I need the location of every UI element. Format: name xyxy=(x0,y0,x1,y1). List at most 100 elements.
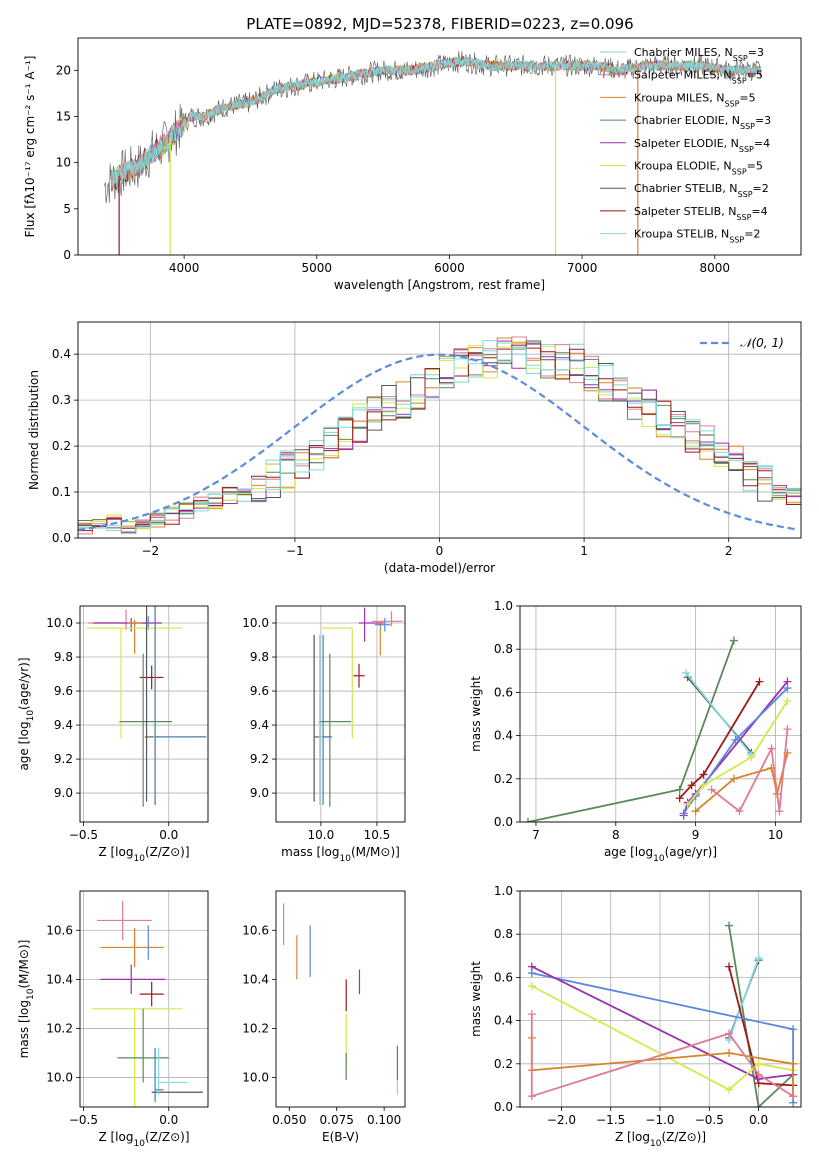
errorbar-point xyxy=(117,1008,169,1083)
weight-marker xyxy=(682,668,691,677)
weight-vs-metallicity-axes: −2.0 −1.5 −1.0 −0.5 0.0 0.0 0.2 0.4 0.6 0.8 1.0 Z [… xyxy=(469,884,802,1149)
y-tick-label: 10.0 xyxy=(46,616,73,630)
weight-marker xyxy=(527,982,536,991)
errorbar-point xyxy=(371,611,403,627)
weight-marker xyxy=(783,684,792,693)
weight-marker xyxy=(767,744,776,753)
errorbar-point xyxy=(318,653,352,807)
errorbar-point xyxy=(153,606,207,805)
errorbar-point xyxy=(359,607,384,642)
y-axis-label: age [log10(age/yr)] xyxy=(17,657,36,770)
legend-label: Kroupa ELODIE, NSSP=5 xyxy=(634,160,763,177)
y-tick-label: 10.6 xyxy=(46,923,73,937)
x-tick-label: −1 xyxy=(286,544,304,558)
legend-label: 𝒩(0, 1) xyxy=(740,336,784,350)
x-tick-label: 7000 xyxy=(567,261,598,275)
weight-marker xyxy=(683,800,692,809)
errorbar-point xyxy=(322,634,333,805)
y-tick-label: 0.2 xyxy=(52,439,71,453)
histogram-series-2 xyxy=(78,337,801,528)
spectrum-axes: 4000 5000 6000 7000 8000 0 5 10 15 20 wavelength [… xyxy=(23,37,802,292)
x-tick-label: 9 xyxy=(692,828,700,842)
weight-marker xyxy=(754,1070,763,1079)
y-tick-label: 9.6 xyxy=(54,684,73,698)
x-axis-label: Z [log10(Z/Z⊙)] xyxy=(615,1130,706,1149)
x-tick-label: 8 xyxy=(612,828,620,842)
weight-marker xyxy=(735,807,744,816)
y-tick-label: 10.4 xyxy=(242,972,269,986)
axes-frame xyxy=(275,890,406,1108)
y-tick-label: 0.8 xyxy=(494,642,513,656)
weight-marker xyxy=(687,781,696,790)
weight-marker xyxy=(755,677,764,686)
y-tick-label: 9.8 xyxy=(250,650,269,664)
y-tick-label: 9.4 xyxy=(54,718,73,732)
weight-marker xyxy=(754,1059,763,1068)
weight-marker xyxy=(707,785,716,794)
normal-curve xyxy=(78,353,799,531)
y-tick-label: 0.6 xyxy=(494,970,513,984)
y-tick-label: 0.2 xyxy=(494,1057,513,1071)
errorbar-point xyxy=(139,981,164,1007)
errorbar-point xyxy=(100,964,166,995)
legend-label: Kroupa STELIB, NSSP=2 xyxy=(634,228,760,245)
weight-marker xyxy=(725,1029,734,1038)
x-tick-label: 0.075 xyxy=(320,1113,354,1127)
mass-vs-ebv-axes: 0.050 0.075 0.100 10.0 10.2 10.4 10.6 E(B-V) xyxy=(242,890,406,1144)
y-tick-label: 1.0 xyxy=(494,884,513,898)
axes-frame xyxy=(79,890,209,1108)
weight-marker xyxy=(754,953,763,962)
x-tick-label: −2.0 xyxy=(547,1113,576,1127)
legend-label: Salpeter MILES, NSSP=5 xyxy=(634,69,763,86)
histogram-series-8 xyxy=(78,340,801,533)
x-tick-label: −1.0 xyxy=(645,1113,674,1127)
axes-frame xyxy=(519,890,802,1108)
x-tick-label: 0.0 xyxy=(749,1113,768,1127)
x-axis-label: mass [log10(M/M⊙)] xyxy=(281,845,400,864)
x-axis-label: E(B-V) xyxy=(322,1130,359,1144)
weight-marker xyxy=(731,735,740,744)
y-axis-label: mass [log10(M/M⊙)] xyxy=(17,940,36,1059)
errorbar-point xyxy=(154,606,207,805)
errorbar-point xyxy=(144,606,207,802)
errorbar-point xyxy=(374,617,391,632)
spectrum-series-0 xyxy=(110,57,762,187)
y-tick-label: 10 xyxy=(56,156,71,170)
y-tick-label: 10.2 xyxy=(46,1021,73,1035)
weight-marker xyxy=(679,809,688,818)
histogram-axes: −2 −1 0 1 2 0.0 0.1 0.2 0.3 0.4 (data-model)/error… xyxy=(27,321,802,575)
weight-marker xyxy=(725,1049,734,1057)
x-axis-label: wavelength [Angstrom, rest frame] xyxy=(334,278,545,292)
plot-area xyxy=(104,51,762,255)
errorbar-point xyxy=(86,627,183,739)
x-tick-label: 2 xyxy=(725,544,733,558)
y-axis-label: mass weight xyxy=(469,961,483,1037)
errorbar-point xyxy=(100,927,164,968)
weight-marker xyxy=(725,921,734,930)
y-tick-label: 0.3 xyxy=(52,393,71,407)
errorbar-point xyxy=(154,1048,164,1103)
x-axis-label: Z [log10(Z/Z⊙)] xyxy=(98,845,189,864)
y-tick-label: 9.8 xyxy=(54,650,73,664)
weight-marker xyxy=(789,1059,798,1068)
y-axis-label: Normed distribution xyxy=(27,370,41,490)
x-tick-label: −0.5 xyxy=(695,1113,724,1127)
axes-frame xyxy=(275,605,406,823)
weight-marker xyxy=(789,1025,798,1034)
errorbar-point xyxy=(88,609,150,630)
legend-label: Kroupa MILES, NSSP=5 xyxy=(634,91,756,108)
x-tick-label: 4000 xyxy=(169,261,200,275)
y-tick-label: 15 xyxy=(56,109,71,123)
y-tick-label: 10.0 xyxy=(242,1071,269,1085)
y-tick-label: 9.2 xyxy=(250,752,269,766)
weight-line xyxy=(728,957,760,1041)
weight-marker xyxy=(783,697,792,706)
y-tick-label: 0.0 xyxy=(494,815,513,829)
errorbar-point xyxy=(93,617,162,632)
age-vs-mass-axes: 10.0 10.5 9.0 9.2 9.4 9.6 9.8 10.0 mass [log10(M… xyxy=(242,605,406,864)
errorbar-point xyxy=(97,900,152,941)
weight-marker xyxy=(527,1092,536,1101)
x-tick-label: −1.5 xyxy=(596,1113,625,1127)
